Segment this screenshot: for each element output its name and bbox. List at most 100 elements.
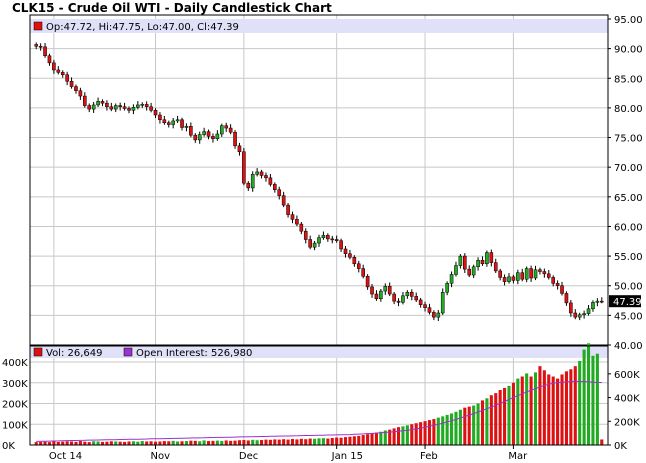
volume-bar bbox=[290, 438, 295, 445]
price-tick-label: 70.00 bbox=[614, 163, 643, 174]
volume-bar bbox=[569, 369, 573, 445]
volume-bar bbox=[529, 376, 533, 445]
candle-body bbox=[551, 277, 555, 284]
candle-body bbox=[418, 299, 423, 305]
volume-bar bbox=[600, 439, 604, 445]
oi-tick-label: 600K bbox=[614, 370, 640, 381]
candle-body bbox=[224, 125, 229, 129]
volume-bar bbox=[246, 440, 250, 445]
volume-bar bbox=[511, 382, 515, 445]
volume-bar bbox=[467, 406, 471, 445]
candle-body bbox=[34, 44, 39, 47]
candle-body bbox=[409, 291, 414, 297]
candle-body bbox=[193, 134, 198, 141]
candle-body bbox=[290, 214, 295, 220]
candles bbox=[34, 42, 604, 321]
price-grid bbox=[30, 15, 608, 345]
volume-bar bbox=[595, 353, 599, 445]
volume-bar bbox=[348, 436, 352, 445]
candle-body bbox=[268, 177, 273, 185]
volume-bar bbox=[105, 441, 109, 445]
volume-bar bbox=[100, 441, 105, 445]
volume-bar bbox=[503, 387, 507, 445]
date-tick-label: Feb bbox=[420, 451, 438, 462]
candle-body bbox=[591, 302, 595, 310]
volume-bar bbox=[547, 374, 551, 445]
price-tick-label: 50.00 bbox=[614, 282, 643, 293]
volume-bar bbox=[237, 440, 242, 445]
volume-bar bbox=[582, 349, 586, 445]
candle-body bbox=[317, 237, 321, 244]
candle-body bbox=[118, 105, 122, 107]
volume-bar bbox=[520, 376, 524, 445]
volume-bar bbox=[220, 441, 224, 445]
date-tick-label: Jan 15 bbox=[331, 451, 363, 462]
volume-bar bbox=[52, 441, 56, 445]
volume-bar bbox=[458, 409, 462, 445]
candle-body bbox=[516, 272, 520, 281]
candle-body bbox=[127, 108, 131, 111]
candle-body bbox=[206, 131, 211, 137]
volume-bar bbox=[564, 371, 568, 445]
volume-bar bbox=[339, 437, 343, 445]
candle-body bbox=[162, 119, 167, 123]
candle-body bbox=[158, 114, 162, 121]
candle-body bbox=[91, 104, 96, 110]
volume-bar bbox=[335, 437, 339, 445]
volume-bar bbox=[162, 441, 166, 445]
candle-body bbox=[520, 272, 525, 280]
volume-bar bbox=[405, 425, 409, 445]
candle-body bbox=[555, 283, 560, 286]
volume-bar bbox=[396, 427, 401, 445]
candle-body bbox=[458, 255, 463, 266]
volume-bar bbox=[299, 438, 303, 445]
candle-body bbox=[489, 252, 494, 263]
open-interest-axis-right: 0K 200K 400K 600K bbox=[608, 370, 640, 452]
volume-bar bbox=[149, 441, 153, 445]
volume-bar bbox=[87, 442, 91, 445]
volume-bar bbox=[392, 428, 396, 445]
volume-bar bbox=[410, 424, 414, 445]
candle-body bbox=[259, 171, 264, 176]
volume-bars bbox=[34, 343, 604, 445]
candle-body bbox=[105, 102, 109, 107]
candle-body bbox=[445, 283, 449, 293]
volume-bar bbox=[176, 441, 180, 445]
candle-body bbox=[131, 107, 136, 111]
oi-tick-label: 400K bbox=[614, 394, 640, 405]
candle-body bbox=[166, 122, 171, 125]
candle-body bbox=[334, 239, 339, 241]
candle-body bbox=[542, 271, 547, 275]
volume-bar bbox=[560, 374, 564, 445]
candle-body bbox=[286, 204, 290, 215]
candle-body bbox=[546, 273, 551, 278]
volume-bar bbox=[39, 441, 43, 445]
candle-body bbox=[52, 62, 56, 71]
volume-bar bbox=[202, 440, 206, 445]
volume-bar bbox=[525, 373, 529, 445]
candle-body bbox=[356, 263, 361, 269]
candle-body bbox=[502, 277, 507, 282]
candle-body bbox=[414, 296, 419, 301]
volume-bar bbox=[47, 442, 52, 445]
volume-bar bbox=[463, 407, 467, 445]
volume-bar bbox=[542, 370, 546, 445]
candle-body bbox=[38, 46, 43, 48]
volume-bar bbox=[379, 431, 383, 445]
volume-bar bbox=[357, 435, 361, 445]
volume-readout: Vol: 26,649 bbox=[46, 348, 103, 359]
candle-body bbox=[374, 293, 379, 300]
candle-body bbox=[171, 120, 175, 125]
volume-bar bbox=[184, 441, 188, 445]
candle-body bbox=[507, 276, 511, 282]
volume-bar bbox=[383, 430, 387, 445]
candle-body bbox=[47, 55, 52, 64]
volume-bar bbox=[215, 440, 219, 445]
volume-bar bbox=[43, 441, 47, 445]
oi-tick-label: 200K bbox=[614, 417, 640, 428]
volume-bar bbox=[277, 439, 281, 445]
candle-body bbox=[440, 291, 445, 314]
candle-body bbox=[524, 268, 529, 280]
volume-bar bbox=[419, 422, 423, 445]
candle-body bbox=[427, 307, 432, 313]
